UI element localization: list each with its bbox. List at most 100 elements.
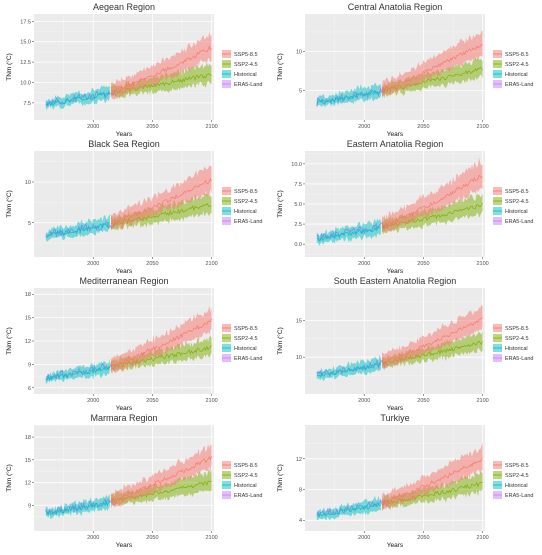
x-tick-label: 2000 xyxy=(358,261,370,267)
y-tick-label: 6 xyxy=(28,386,31,392)
y-tick-label: 4 xyxy=(299,518,302,524)
series-line-historical xyxy=(316,503,381,517)
x-axis-label: Years xyxy=(116,405,133,412)
y-axis-label: TNm (°C) xyxy=(276,327,284,355)
y-tick-label: 10 xyxy=(296,355,302,361)
series-line-historical xyxy=(45,366,111,381)
series-line-ssp5-8-5 xyxy=(110,318,212,367)
legend-label: Historical xyxy=(234,346,257,352)
y-axis-label: TNm (°C) xyxy=(276,190,284,218)
legend-label: SSP2-4.5 xyxy=(505,62,529,68)
series-ribbon-historical xyxy=(316,82,381,108)
legend-label: SSP5-8.5 xyxy=(234,326,258,332)
legend-label: SSP5-8.5 xyxy=(505,52,529,58)
series-line-ssp5-8-5 xyxy=(381,44,483,92)
chart-panel-4: Mediterranean Region 6 9 12 15 18 2000 2050 2100… xyxy=(5,276,262,412)
chart-title: Marmara Region xyxy=(90,413,157,423)
chart-panel-0: Aegean Region 7.5 10.0 12.5 15.0 17.5 2000 2050… xyxy=(5,2,262,138)
y-axis-label: TNm (°C) xyxy=(276,53,284,81)
x-axis-label: Years xyxy=(116,131,133,138)
x-tick-label: 2000 xyxy=(358,398,370,404)
x-tick-label: 2100 xyxy=(477,261,489,267)
series-ribbon-historical xyxy=(45,358,110,384)
series-group xyxy=(316,30,483,108)
x-tick-label: 2050 xyxy=(417,535,429,541)
series-group xyxy=(45,444,212,520)
chart-panel-2: Black Sea Region 5 10 2000 2050 2100 Years TNm … xyxy=(5,139,262,275)
legend-label: Historical xyxy=(234,72,257,78)
chart-panel-5: South Eastern Anatolia Region 10 15 2000 205… xyxy=(276,276,533,412)
x-tick-label: 2100 xyxy=(477,124,489,130)
legend-label: ERA5-Land xyxy=(505,356,533,362)
legend-label: SSP2-4.5 xyxy=(505,336,529,342)
legend-label: ERA5-Land xyxy=(234,82,262,88)
series-line-historical xyxy=(45,500,111,516)
series-ribbon-ssp5-8-5 xyxy=(111,305,212,374)
legend-label: SSP2-4.5 xyxy=(505,473,529,479)
x-tick-label: 2050 xyxy=(417,398,429,404)
y-axis-label: TNm (°C) xyxy=(5,190,13,218)
series-group xyxy=(45,165,212,242)
legend-label: Historical xyxy=(505,72,528,78)
series-line-historical xyxy=(316,226,381,242)
chart-title: Central Anatolia Region xyxy=(348,2,443,12)
y-tick-label: 10 xyxy=(296,49,302,55)
legend-label: Historical xyxy=(505,346,528,352)
y-axis-label: TNm (°C) xyxy=(5,53,13,81)
legend-label: SSP2-4.5 xyxy=(234,336,258,342)
x-tick-label: 2000 xyxy=(87,398,99,404)
y-axis-label: TNm (°C) xyxy=(5,327,13,355)
x-tick-label: 2050 xyxy=(146,535,158,541)
legend-label: SSP5-8.5 xyxy=(505,326,529,332)
x-tick-label: 2000 xyxy=(358,124,370,130)
series-ribbon-historical xyxy=(316,218,381,246)
series-line-historical xyxy=(45,91,111,107)
y-tick-label: 15 xyxy=(25,316,31,322)
y-tick-label: 10.0 xyxy=(291,162,302,168)
series-group xyxy=(316,157,483,246)
y-tick-label: 15.0 xyxy=(20,40,31,46)
chart-title: South Eastern Anatolia Region xyxy=(334,276,457,286)
chart-panel-1: Central Anatolia Region 5 10 2000 2050 2100 Ye… xyxy=(276,2,533,138)
x-tick-label: 2050 xyxy=(146,261,158,267)
chart-title: Black Sea Region xyxy=(88,139,160,149)
y-tick-label: 9 xyxy=(28,362,31,368)
series-ribbon-historical xyxy=(45,214,110,242)
legend-label: SSP5-8.5 xyxy=(234,189,258,195)
y-tick-label: 12.5 xyxy=(20,60,31,66)
legend-label: SSP2-4.5 xyxy=(234,199,258,205)
chart-panel-7: Turkiye 4 8 12 2000 2050 2100 Years TNm (°C) SSP5… xyxy=(276,413,533,549)
x-tick-label: 2100 xyxy=(206,124,218,130)
y-tick-label: 12 xyxy=(25,481,31,487)
legend-label: SSP5-8.5 xyxy=(234,52,258,58)
y-tick-label: 18 xyxy=(25,435,31,441)
series-ribbon-ssp5-8-5 xyxy=(111,165,212,231)
chart-title: Mediterranean Region xyxy=(79,276,168,286)
legend-label: SSP5-8.5 xyxy=(505,189,529,195)
y-tick-label: 2.5 xyxy=(294,222,302,228)
legend-label: SSP5-8.5 xyxy=(505,463,529,469)
x-tick-label: 2100 xyxy=(477,535,489,541)
series-line-ssp5-8-5 xyxy=(381,457,483,505)
plot-background xyxy=(34,425,214,531)
legend-label: Historical xyxy=(505,209,528,215)
series-line-ssp5-8-5 xyxy=(110,178,212,224)
x-axis-label: Years xyxy=(387,131,404,138)
y-tick-label: 18 xyxy=(25,292,31,298)
y-tick-label: 8 xyxy=(299,488,302,494)
series-line-ssp5-8-5 xyxy=(110,455,212,503)
chart-title: Turkiye xyxy=(380,413,409,423)
y-tick-label: 12 xyxy=(296,457,302,463)
series-line-ssp5-8-5 xyxy=(381,316,483,364)
x-axis-label: Years xyxy=(116,542,133,549)
legend-label: Historical xyxy=(234,483,257,489)
legend-label: SSP2-4.5 xyxy=(234,62,258,68)
x-axis-label: Years xyxy=(387,405,404,412)
legend-label: Historical xyxy=(505,483,528,489)
x-tick-label: 2000 xyxy=(87,124,99,130)
legend-label: SSP2-4.5 xyxy=(234,473,258,479)
series-line-ssp5-8-5 xyxy=(381,174,483,228)
x-tick-label: 2100 xyxy=(206,535,218,541)
